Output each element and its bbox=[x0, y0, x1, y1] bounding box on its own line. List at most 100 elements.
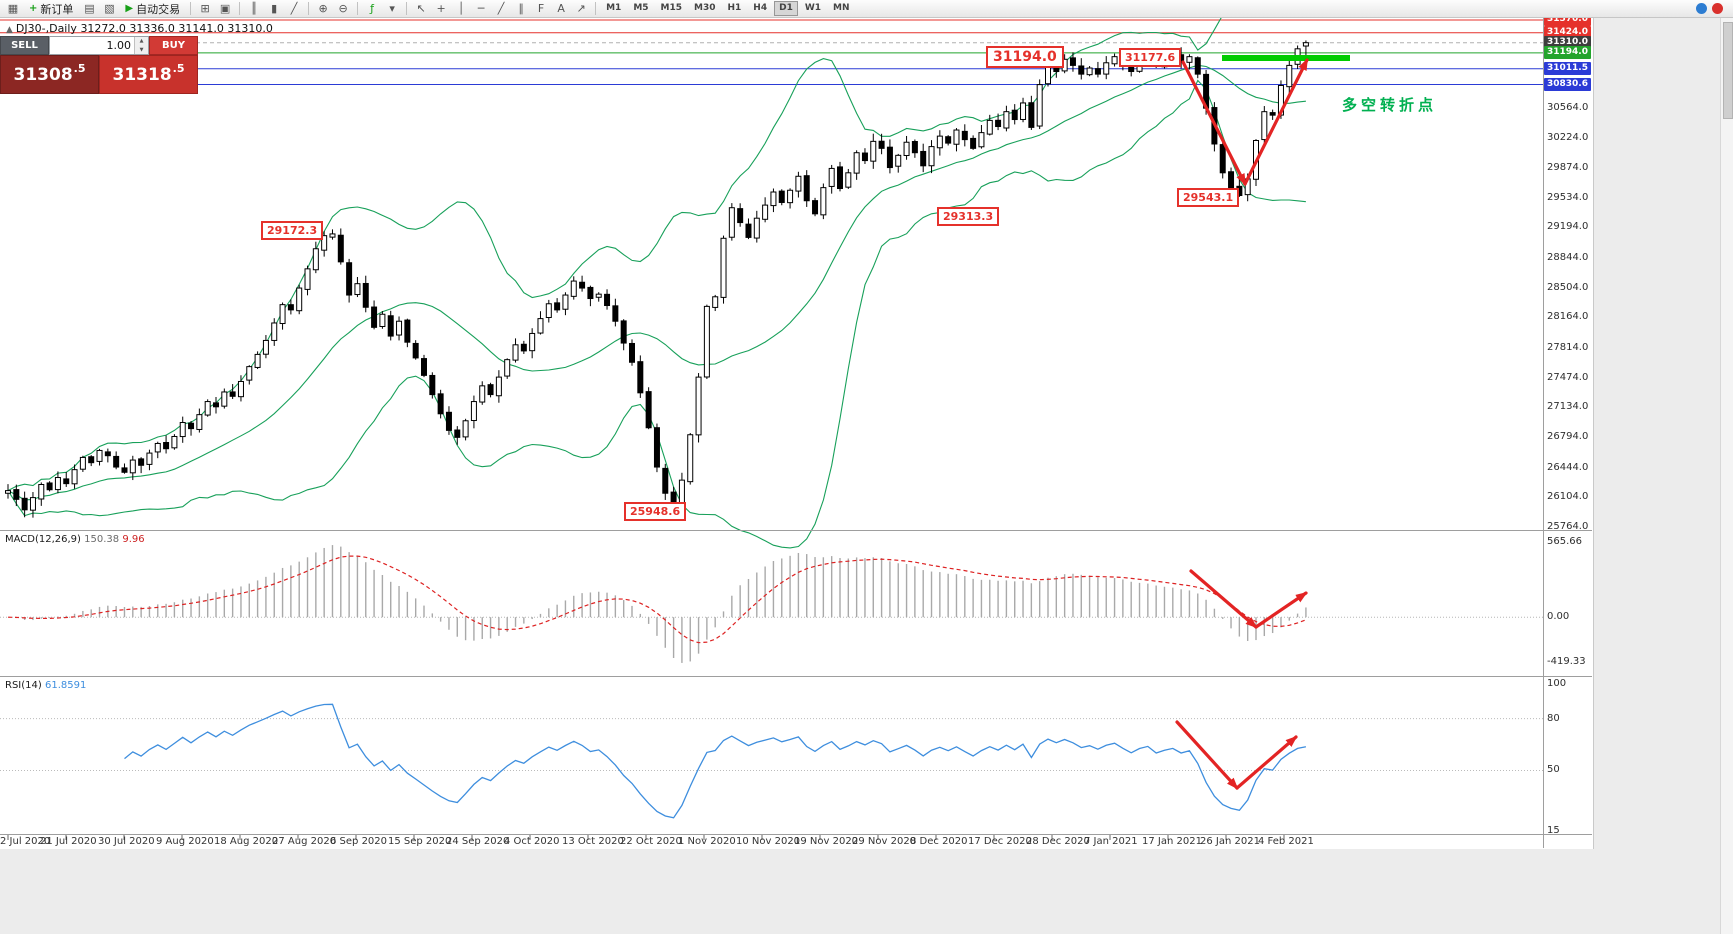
volume-spinner: ▲ ▼ bbox=[134, 37, 148, 54]
price-axis-label: 26444.0 bbox=[1547, 461, 1589, 473]
cursor-icon[interactable]: ↖ bbox=[416, 2, 426, 15]
one-click-trading-panel: SELL 1.00 ▲ ▼ BUY 31308.5 31318.5 bbox=[0, 36, 198, 94]
macd-value: 150.38 bbox=[84, 534, 120, 545]
sell-button[interactable]: SELL bbox=[0, 36, 49, 55]
autotrading-button-icon: ▶ bbox=[125, 3, 134, 14]
notifications-icon[interactable] bbox=[1712, 3, 1723, 14]
arrows-icon[interactable]: ↗ bbox=[576, 2, 586, 15]
toolbar-right-icons bbox=[1696, 3, 1729, 14]
price-axis-label: 29534.0 bbox=[1547, 191, 1589, 203]
autotrading-button-label: 自动交易 bbox=[136, 2, 181, 16]
time-axis-label: 7 Jan 2021 bbox=[1084, 836, 1138, 847]
macd-axis-label: 0.00 bbox=[1547, 611, 1570, 623]
price-label-31194[interactable]: 31194.0 bbox=[986, 46, 1064, 68]
line-chart-icon[interactable]: ╱ bbox=[290, 2, 298, 15]
time-axis-label: 9 Aug 2020 bbox=[156, 836, 214, 847]
volume-decrease-button[interactable]: ▼ bbox=[135, 45, 148, 54]
channel-icon[interactable]: ∥ bbox=[518, 2, 524, 15]
new-order-button-icon: + bbox=[29, 3, 38, 14]
time-axis-label: 27 Aug 2020 bbox=[272, 836, 337, 847]
price-label-29543[interactable]: 29543.1 bbox=[1177, 188, 1240, 207]
bar-chart-icon[interactable]: ║ bbox=[250, 2, 258, 15]
time-axis: 2 Jul 2020 21 Jul 2020 30 Jul 2020 9 Aug 20… bbox=[0, 836, 1592, 849]
price-axis-label: 30224.0 bbox=[1547, 131, 1589, 143]
toolbar-separator bbox=[357, 2, 359, 15]
vertical-line-icon[interactable]: │ bbox=[457, 2, 465, 15]
chart-expand-icon[interactable]: ▲ bbox=[6, 25, 13, 35]
time-axis-label: 10 Nov 2020 bbox=[736, 836, 801, 847]
indicators-icon[interactable]: ƒ bbox=[370, 2, 375, 15]
main-toolbar: ▦ + 新订单 ▤ ▧ ▶ 自动交易 ⊞ ▣ ║ ▮ ╱ ⊕ ⊖ ƒ ▾ ↖ + │ ─ ╱ ∥ F A ↗ M1 M5 M15 M30… bbox=[0, 0, 1733, 18]
indicator-list-icon[interactable]: ▾ bbox=[389, 2, 395, 15]
market-watch-icon[interactable]: ▤ bbox=[84, 2, 95, 15]
timeframe-m15-button[interactable]: M15 bbox=[660, 3, 683, 13]
zoom-in-icon[interactable]: ⊕ bbox=[318, 2, 328, 15]
time-axis-label: 21 Jul 2020 bbox=[40, 836, 97, 847]
tile-windows-icon[interactable]: ⊞ bbox=[200, 2, 210, 15]
time-axis-label: 13 Oct 2020 bbox=[562, 836, 624, 847]
time-axis-label: 30 Jul 2020 bbox=[98, 836, 155, 847]
toolbar-separator bbox=[239, 2, 241, 15]
time-axis-label: 15 Sep 2020 bbox=[388, 836, 452, 847]
timeframe-mn-button[interactable]: MN bbox=[833, 3, 850, 13]
new-order-button[interactable]: + 新订单 bbox=[24, 1, 78, 16]
horizontal-line-icon[interactable]: ─ bbox=[477, 2, 485, 15]
candlestick-chart-icon[interactable]: ▮ bbox=[271, 2, 278, 15]
text-label-icon[interactable]: A bbox=[557, 2, 565, 15]
timeframe-w1-button[interactable]: W1 bbox=[804, 3, 822, 13]
rsi-axis-label: 80 bbox=[1547, 712, 1560, 724]
buy-button[interactable]: BUY bbox=[149, 36, 198, 55]
navigator-icon[interactable]: ▧ bbox=[104, 2, 115, 15]
zoom-out-icon[interactable]: ⊖ bbox=[338, 2, 348, 15]
price-axis-marker: 31011.5 bbox=[1544, 61, 1591, 75]
toolbar-separator bbox=[190, 2, 192, 15]
new-chart-icon[interactable]: ▦ bbox=[7, 2, 19, 15]
volume-input[interactable]: 1.00 ▲ ▼ bbox=[49, 36, 149, 55]
ask-price-fraction: .5 bbox=[172, 62, 185, 75]
rsi-axis-label: 15 bbox=[1547, 825, 1560, 836]
community-icon[interactable] bbox=[1696, 3, 1707, 14]
vertical-scrollbar[interactable] bbox=[1720, 18, 1733, 934]
price-axis-label: 27474.0 bbox=[1547, 371, 1589, 383]
time-axis-label: 6 Sep 2020 bbox=[330, 836, 388, 847]
timeframe-m1-button[interactable]: M1 bbox=[606, 3, 622, 13]
macd-indicator-label: MACD(12,26,9) 150.38 9.96 bbox=[5, 534, 145, 545]
ask-price-tile[interactable]: 31318.5 bbox=[99, 55, 198, 94]
price-label-29172[interactable]: 29172.3 bbox=[261, 221, 324, 240]
price-axis-label: 28164.0 bbox=[1547, 311, 1589, 323]
autotrading-button[interactable]: ▶ 自动交易 bbox=[120, 1, 185, 16]
price-label-25948[interactable]: 25948.6 bbox=[624, 502, 687, 521]
price-axis-label: 26104.0 bbox=[1547, 491, 1589, 503]
timeframe-m30-button[interactable]: M30 bbox=[694, 3, 716, 13]
vertical-scrollbar-thumb[interactable] bbox=[1723, 22, 1733, 119]
timeframe-d1-button[interactable]: D1 bbox=[774, 1, 798, 16]
crosshair-icon[interactable]: + bbox=[436, 2, 446, 15]
time-axis-label: 1 Nov 2020 bbox=[678, 836, 736, 847]
trendline-icon[interactable]: ╱ bbox=[497, 2, 505, 15]
timeframe-m5-button[interactable]: M5 bbox=[633, 3, 649, 13]
time-axis-label: 26 Jan 2021 bbox=[1200, 836, 1260, 847]
macd-title: MACD(12,26,9) bbox=[5, 534, 81, 545]
price-label-31177[interactable]: 31177.6 bbox=[1119, 48, 1182, 67]
cascade-windows-icon[interactable]: ▣ bbox=[219, 2, 231, 15]
timeframe-h4-button[interactable]: H4 bbox=[753, 3, 768, 13]
price-axis-marker: 31424.0 bbox=[1544, 25, 1591, 39]
macd-signal-value: 9.96 bbox=[122, 534, 145, 545]
toolbar-separator bbox=[595, 2, 597, 15]
volume-increase-button[interactable]: ▲ bbox=[135, 37, 148, 46]
price-axis-label: 30564.0 bbox=[1547, 101, 1589, 113]
rsi-indicator-label: RSI(14) 61.8591 bbox=[5, 680, 86, 691]
price-axis: 30564.0 30224.0 29874.0 29534.0 29194.0 28844… bbox=[1544, 0, 1593, 850]
time-axis-label: 24 Sep 2020 bbox=[446, 836, 510, 847]
toolbar-separator bbox=[406, 2, 408, 15]
time-axis-label: 28 Dec 2020 bbox=[1026, 836, 1090, 847]
bid-price-tile[interactable]: 31308.5 bbox=[0, 55, 99, 94]
timeframe-h1-button[interactable]: H1 bbox=[727, 3, 742, 13]
price-label-29313[interactable]: 29313.3 bbox=[937, 207, 1000, 226]
toolbar-separator bbox=[308, 2, 310, 15]
macd-axis-label: 565.66 bbox=[1547, 536, 1582, 547]
price-axis-marker: 31310.0 bbox=[1544, 35, 1591, 49]
turning-point-note[interactable]: 多空转折点 bbox=[1342, 96, 1438, 114]
fibonacci-icon[interactable]: F bbox=[537, 2, 545, 15]
